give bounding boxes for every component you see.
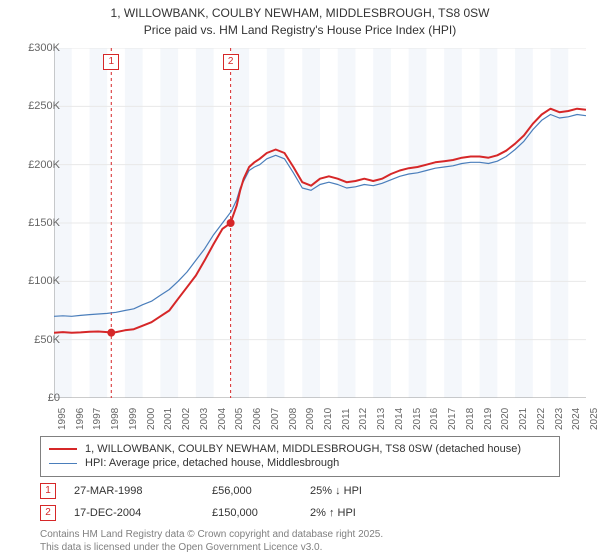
- x-axis-tick-label: 2008: [288, 408, 299, 430]
- legend-swatch-property: [49, 448, 77, 450]
- chart-subtitle-line2: Price paid vs. HM Land Registry's House …: [0, 20, 600, 37]
- y-axis-tick-label: £0: [10, 392, 60, 404]
- x-axis-tick-label: 1995: [57, 408, 68, 430]
- transaction-price: £56,000: [212, 485, 292, 497]
- x-axis-tick-label: 2012: [358, 408, 369, 430]
- x-axis-tick-label: 2010: [323, 408, 334, 430]
- transaction-table: 1 27-MAR-1998 £56,000 25% ↓ HPI 2 17-DEC…: [40, 480, 560, 524]
- x-axis-tick-label: 2004: [217, 408, 228, 430]
- transaction-row: 2 17-DEC-2004 £150,000 2% ↑ HPI: [40, 502, 560, 524]
- footnote: Contains HM Land Registry data © Crown c…: [40, 528, 383, 554]
- transaction-price: £150,000: [212, 507, 292, 519]
- chart-plot-area: [54, 48, 586, 398]
- x-axis-tick-label: 1999: [128, 408, 139, 430]
- y-axis-tick-label: £100K: [10, 275, 60, 287]
- transaction-date: 27-MAR-1998: [74, 485, 194, 497]
- x-axis-tick-label: 2006: [252, 408, 263, 430]
- y-axis-tick-label: £150K: [10, 217, 60, 229]
- y-axis-tick-label: £250K: [10, 100, 60, 112]
- x-axis-tick-label: 2005: [234, 408, 245, 430]
- x-axis-tick-label: 2024: [571, 408, 582, 430]
- y-axis-tick-label: £50K: [10, 334, 60, 346]
- transaction-relative: 2% ↑ HPI: [310, 507, 430, 519]
- x-axis-tick-label: 2000: [146, 408, 157, 430]
- transaction-row: 1 27-MAR-1998 £56,000 25% ↓ HPI: [40, 480, 560, 502]
- chart-svg: [54, 48, 586, 398]
- transaction-marker-1: 1: [40, 483, 56, 499]
- x-axis-tick-label: 2015: [412, 408, 423, 430]
- footnote-line1: Contains HM Land Registry data © Crown c…: [40, 528, 383, 541]
- x-axis-tick-label: 1997: [92, 408, 103, 430]
- x-axis-tick-label: 2021: [518, 408, 529, 430]
- x-axis-tick-label: 2023: [554, 408, 565, 430]
- x-axis-tick-label: 2013: [376, 408, 387, 430]
- x-axis-tick-label: 2007: [270, 408, 281, 430]
- x-axis-tick-label: 2019: [483, 408, 494, 430]
- transaction-relative: 25% ↓ HPI: [310, 485, 430, 497]
- x-axis-tick-label: 2025: [589, 408, 600, 430]
- x-axis-tick-label: 2001: [163, 408, 174, 430]
- footnote-line2: This data is licensed under the Open Gov…: [40, 541, 383, 554]
- x-axis-tick-label: 2020: [500, 408, 511, 430]
- legend-label-property: 1, WILLOWBANK, COULBY NEWHAM, MIDDLESBRO…: [85, 443, 521, 455]
- x-axis-tick-label: 1996: [75, 408, 86, 430]
- transaction-date: 17-DEC-2004: [74, 507, 194, 519]
- x-axis-tick-label: 2018: [465, 408, 476, 430]
- x-axis-tick-label: 2011: [341, 408, 352, 430]
- x-axis-tick-label: 2022: [536, 408, 547, 430]
- legend-swatch-hpi: [49, 463, 77, 464]
- legend-box: 1, WILLOWBANK, COULBY NEWHAM, MIDDLESBRO…: [40, 436, 560, 477]
- x-axis-tick-label: 2009: [305, 408, 316, 430]
- x-axis-tick-label: 2016: [429, 408, 440, 430]
- transaction-marker-2: 2: [40, 505, 56, 521]
- y-axis-tick-label: £300K: [10, 42, 60, 54]
- transaction-marker-box: 1: [103, 54, 119, 70]
- x-axis-tick-label: 1998: [110, 408, 121, 430]
- transaction-marker-box: 2: [223, 54, 239, 70]
- chart-title-line1: 1, WILLOWBANK, COULBY NEWHAM, MIDDLESBRO…: [0, 6, 600, 20]
- x-axis-tick-label: 2003: [199, 408, 210, 430]
- x-axis-tick-label: 2014: [394, 408, 405, 430]
- y-axis-tick-label: £200K: [10, 159, 60, 171]
- x-axis-tick-label: 2017: [447, 408, 458, 430]
- legend-label-hpi: HPI: Average price, detached house, Midd…: [85, 457, 339, 469]
- x-axis-tick-label: 2002: [181, 408, 192, 430]
